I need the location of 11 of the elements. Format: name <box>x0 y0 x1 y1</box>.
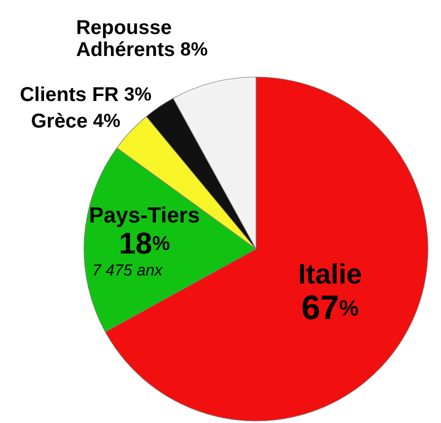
data-label: 67% <box>301 288 359 327</box>
data-label: 3% <box>118 84 152 106</box>
slice-label: Grèce <box>30 110 88 133</box>
data-label: 18% <box>118 227 170 260</box>
slice-label: Repousse Adhérents <box>76 17 176 62</box>
data-label: 8% <box>175 40 208 61</box>
slice-label: Clients FR <box>20 84 120 106</box>
slice-label: Italie <box>298 258 362 290</box>
data-label: 4% <box>88 111 121 132</box>
text: 7 475 anx <box>92 262 163 280</box>
slice-label: Pays-Tiers <box>88 202 200 228</box>
